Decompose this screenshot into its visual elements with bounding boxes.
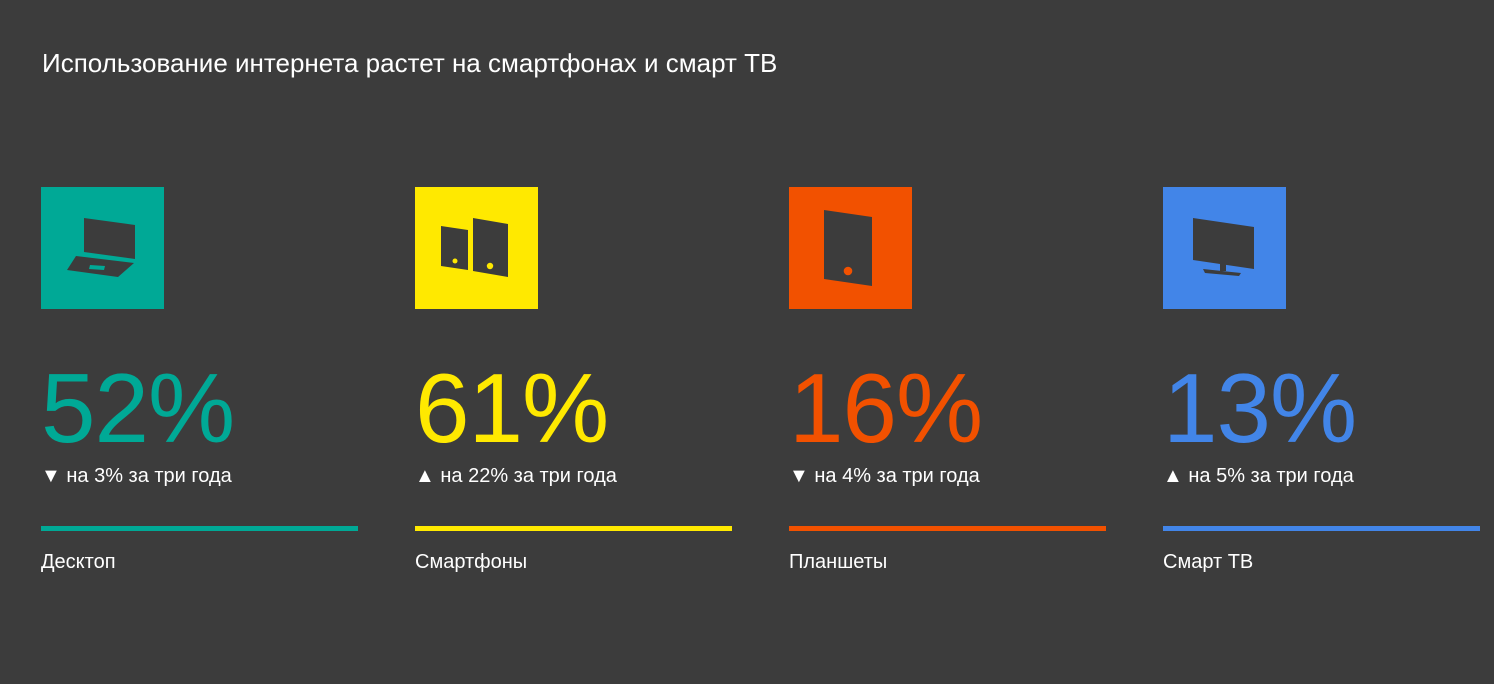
change-text: на 3% за три года [66,465,232,487]
stat-change: ▼ на 4% за три года [789,465,1109,488]
smartphones-icon [415,187,538,309]
divider [789,526,1106,531]
stat-change: ▲ на 5% за три года [1163,465,1483,488]
laptop-icon [41,187,164,309]
stat-tablets: 16% ▼ на 4% за три года Планшеты [789,187,1109,574]
stat-change: ▼ на 3% за три года [41,465,361,488]
stat-change: ▲ на 22% за три года [415,465,735,488]
change-text: на 5% за три года [1188,465,1354,487]
tablet-icon [789,187,912,309]
stat-smartphones: 61% ▲ на 22% за три года Смартфоны [415,187,735,574]
stat-desktop: 52% ▼ на 3% за три года Десктоп [41,187,361,574]
change-text: на 22% за три года [440,465,617,487]
divider [1163,526,1480,531]
divider [415,526,732,531]
stat-label: Смарт ТВ [1163,551,1254,573]
stat-label: Планшеты [789,551,888,573]
stat-value: 61% [415,353,609,463]
tv-icon [1163,187,1286,309]
stat-smart-tv: 13% ▲ на 5% за три года Смарт ТВ [1163,187,1483,574]
arrow-down-icon: ▼ [41,465,61,487]
divider [41,526,358,531]
stat-value: 16% [789,353,983,463]
arrow-down-icon: ▼ [789,465,809,487]
stat-label: Десктоп [41,551,116,573]
stat-value: 13% [1163,353,1357,463]
stat-value: 52% [41,353,235,463]
page-title: Использование интернета растет на смартф… [42,48,778,78]
arrow-up-icon: ▲ [415,465,435,487]
change-text: на 4% за три года [814,465,980,487]
stat-label: Смартфоны [415,551,528,573]
arrow-up-icon: ▲ [1163,465,1183,487]
